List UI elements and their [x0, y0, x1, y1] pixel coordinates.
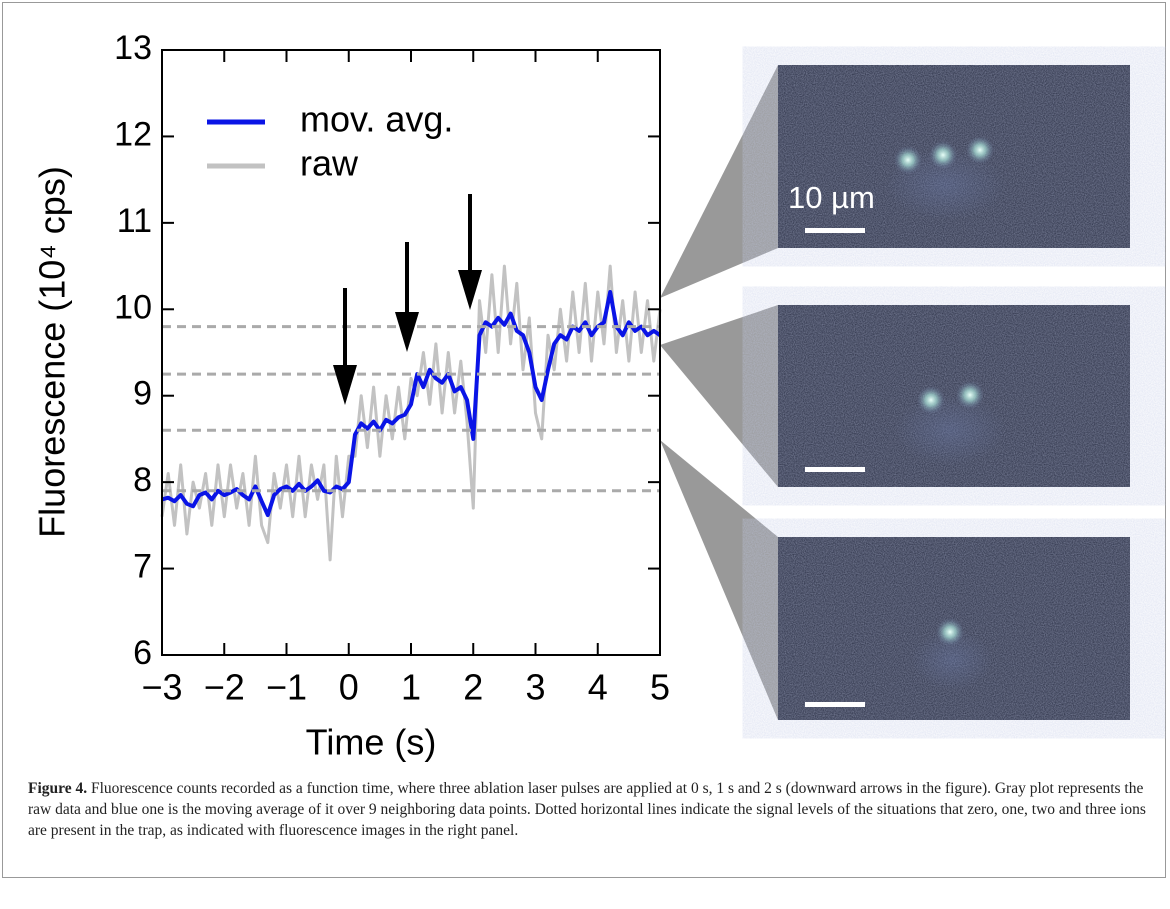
legend-label: raw	[300, 143, 359, 184]
x-axis-label: Time (s)	[306, 722, 437, 763]
wedge	[660, 65, 778, 298]
plot-frame	[161, 49, 661, 656]
y-tick-label: 13	[114, 29, 152, 67]
haze	[895, 395, 1005, 465]
caption: Figure 4. Fluorescence counts recorded a…	[28, 778, 1148, 841]
x-tick-label: 3	[525, 667, 545, 708]
caption-label: Figure 4.	[28, 780, 88, 797]
ion	[894, 146, 922, 174]
ion	[966, 136, 994, 164]
figure-frame	[2, 2, 1166, 878]
y-tick-label: 12	[114, 115, 152, 153]
arrow-head	[395, 312, 419, 352]
y-tick-label: 6	[133, 634, 152, 672]
scale-bar	[805, 228, 865, 233]
ion	[917, 386, 945, 414]
y-tick-label: 9	[133, 375, 152, 413]
wedges	[660, 65, 778, 720]
y-tick-label: 7	[133, 548, 152, 586]
wedge	[660, 305, 778, 487]
ion	[956, 381, 984, 409]
x-tick-label: −2	[204, 667, 245, 708]
ion	[936, 618, 964, 646]
caption-text: Fluorescence counts recorded as a functi…	[28, 780, 1146, 839]
arrows	[333, 194, 482, 405]
series-line	[161, 290, 662, 517]
y-tick-label: 10	[114, 288, 152, 326]
x-tick-label: −1	[266, 667, 307, 708]
y-tick-label: 8	[133, 461, 152, 499]
scale-label: 10 µm	[788, 180, 875, 215]
x-tick-label: 5	[650, 667, 670, 708]
chart: 10 µm Time (s) Fluorescence (10⁴ cps) −3…	[32, 29, 1130, 763]
x-tick-label: 2	[463, 667, 483, 708]
scale-bar	[805, 702, 865, 707]
x-tick-label: 4	[588, 667, 608, 708]
x-tick-label: 0	[339, 667, 359, 708]
images: 10 µm	[778, 65, 1130, 720]
scale-bar	[805, 467, 865, 472]
wedge	[660, 440, 778, 720]
series-line	[160, 264, 662, 562]
haze	[912, 630, 992, 690]
legend-label: mov. avg.	[300, 99, 453, 140]
y-axis-label: Fluorescence (10⁴ cps)	[32, 166, 73, 538]
x-tick-label: −3	[141, 667, 182, 708]
y-tick-label: 11	[117, 202, 152, 240]
ion	[929, 141, 957, 169]
x-tick-label: 1	[401, 667, 421, 708]
arrow-head	[333, 365, 357, 405]
arrow-head	[458, 270, 482, 310]
